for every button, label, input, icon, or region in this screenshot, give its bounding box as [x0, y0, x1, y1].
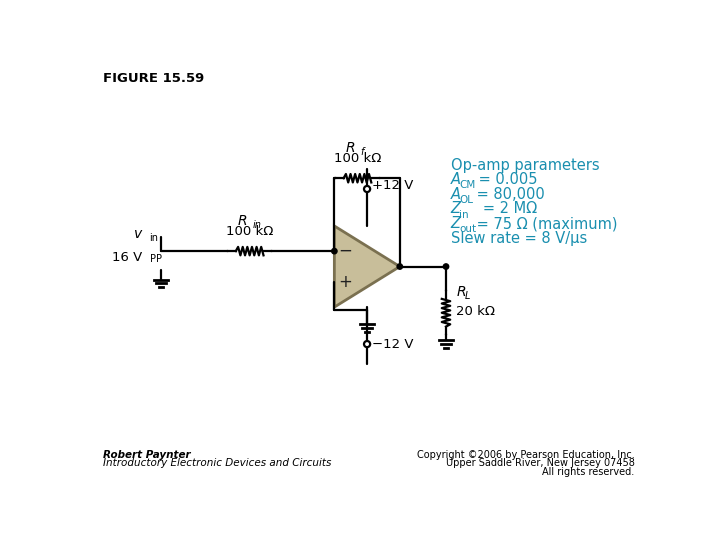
Text: Z: Z [451, 201, 461, 217]
Text: v: v [134, 227, 142, 241]
Text: R: R [456, 285, 467, 299]
Text: Robert Paynter: Robert Paynter [104, 450, 191, 460]
Text: R: R [346, 141, 355, 155]
Circle shape [364, 186, 370, 192]
Text: OL: OL [459, 195, 473, 205]
Text: in: in [459, 210, 469, 220]
Circle shape [397, 264, 402, 269]
Text: = 0.005: = 0.005 [474, 172, 537, 187]
Text: Upper Saddle River, New Jersey 07458: Upper Saddle River, New Jersey 07458 [446, 458, 634, 468]
Text: −12 V: −12 V [372, 338, 414, 350]
Text: +12 V: +12 V [372, 179, 414, 192]
Text: Z: Z [451, 216, 461, 231]
Text: −: − [338, 242, 352, 260]
Text: Op-amp parameters: Op-amp parameters [451, 158, 599, 173]
Text: = 80,000: = 80,000 [472, 187, 545, 202]
Polygon shape [334, 226, 400, 307]
Text: Introductory Electronic Devices and Circuits: Introductory Electronic Devices and Circ… [104, 458, 332, 468]
Text: Copyright ©2006 by Pearson Education, Inc.: Copyright ©2006 by Pearson Education, In… [417, 450, 634, 460]
Text: CM: CM [459, 180, 475, 190]
Text: R: R [238, 214, 248, 228]
Text: 20 kΩ: 20 kΩ [456, 305, 495, 318]
Text: 16 V: 16 V [112, 251, 142, 264]
Circle shape [444, 264, 449, 269]
Text: All rights reserved.: All rights reserved. [542, 467, 634, 477]
Text: in: in [253, 220, 261, 231]
Text: +: + [338, 273, 352, 291]
Text: in: in [149, 233, 158, 244]
Text: L: L [464, 291, 470, 301]
Text: A: A [451, 187, 461, 202]
Circle shape [364, 341, 370, 347]
Text: out: out [459, 224, 476, 234]
Text: 100 kΩ: 100 kΩ [226, 225, 274, 238]
Text: Slew rate = 8 V/μs: Slew rate = 8 V/μs [451, 231, 587, 246]
Circle shape [332, 248, 337, 254]
Text: PP: PP [150, 254, 162, 264]
Text: A: A [451, 172, 461, 187]
Text: 100 kΩ: 100 kΩ [334, 152, 381, 165]
Text: f: f [361, 147, 364, 158]
Text: = 75 Ω (maximum): = 75 Ω (maximum) [472, 216, 618, 231]
Text: = 2 MΩ: = 2 MΩ [469, 201, 537, 217]
Text: FIGURE 15.59: FIGURE 15.59 [104, 72, 204, 85]
